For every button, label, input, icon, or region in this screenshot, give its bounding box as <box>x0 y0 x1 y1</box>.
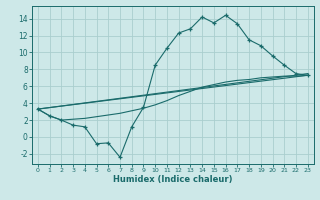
X-axis label: Humidex (Indice chaleur): Humidex (Indice chaleur) <box>113 175 233 184</box>
